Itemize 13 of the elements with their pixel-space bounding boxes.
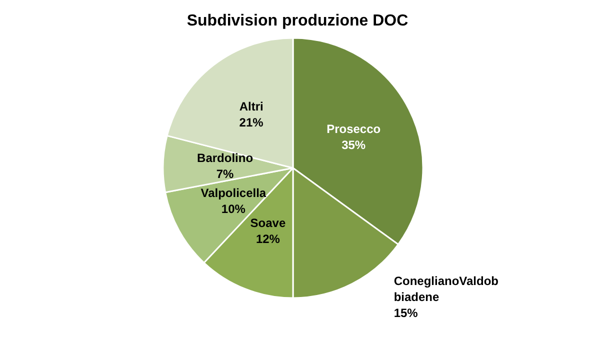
slice-label: Altri [239,99,264,114]
slice-label: Valpolicella [200,186,266,200]
data-label: 21% [239,115,264,130]
data-label: 10% [221,202,246,216]
data-label: 7% [216,166,234,181]
data-label: 15% [394,306,418,320]
slice-label: Prosecco [326,122,381,136]
slice-label: Bardolino [197,150,254,165]
data-label: 12% [256,232,280,246]
chart-title: Subdivision produzione DOC [186,12,409,30]
slice-label: Soave [250,216,286,230]
data-label: 35% [342,138,366,152]
slice-label: ConeglianoValdobbiadene [394,274,498,304]
